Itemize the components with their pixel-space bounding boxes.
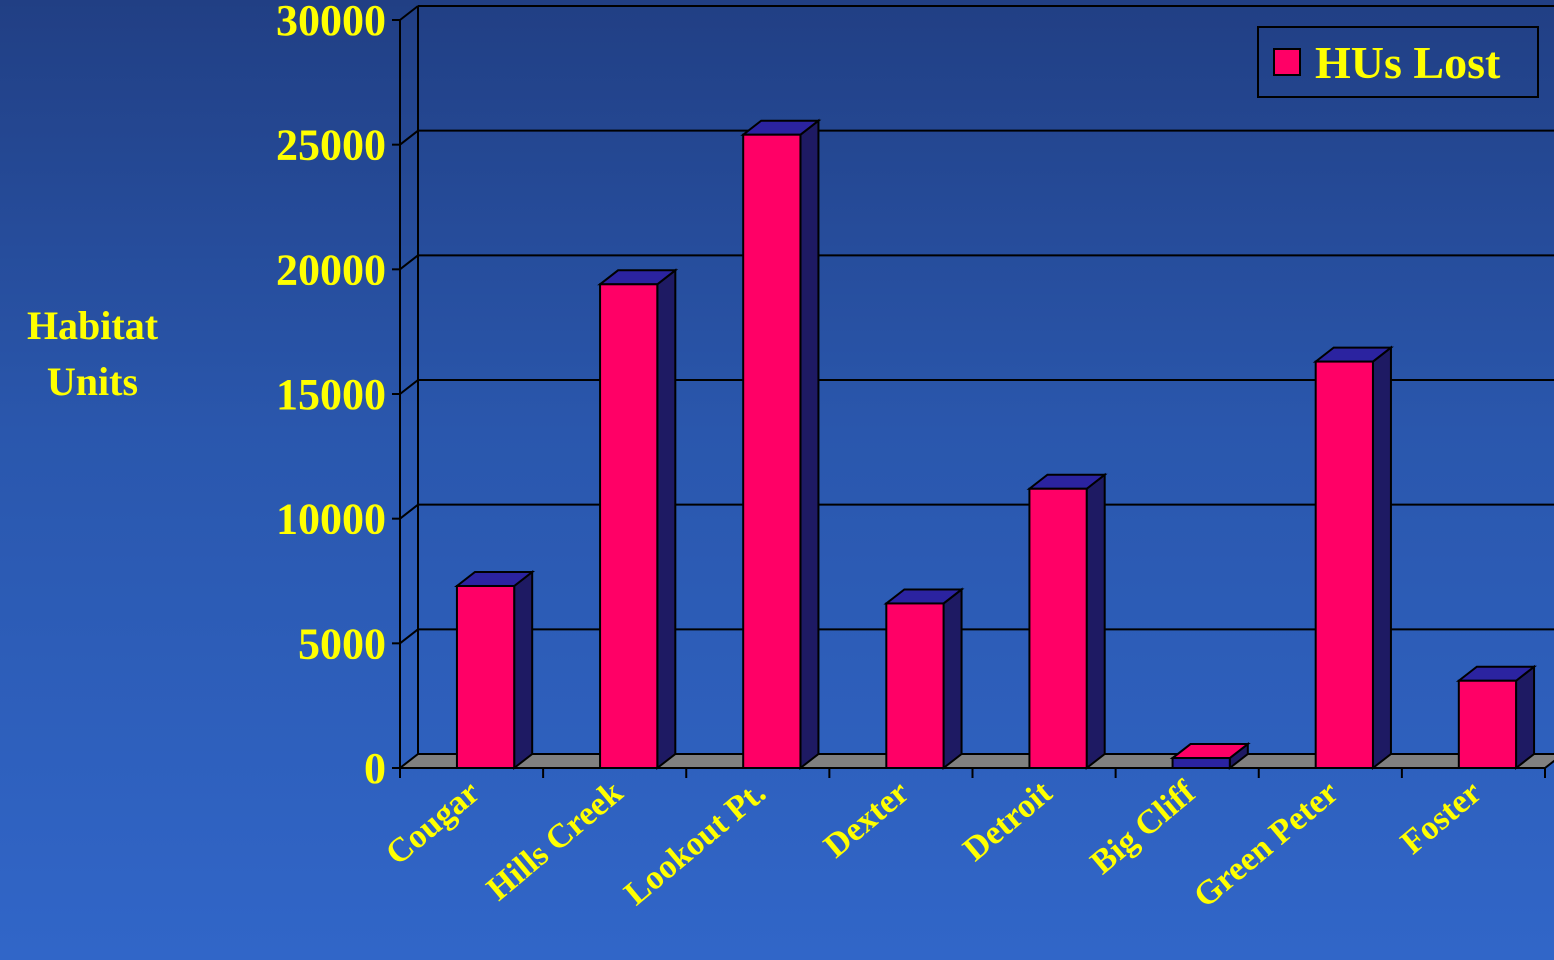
legend: HUs Lost bbox=[1257, 26, 1539, 98]
x-tick-label: Cougar bbox=[379, 774, 487, 873]
bar bbox=[885, 602, 945, 769]
gridline-wall-diagonal bbox=[399, 254, 419, 271]
y-tick-label: 10000 bbox=[276, 495, 386, 544]
y-tick-label: 15000 bbox=[276, 370, 386, 419]
y-axis-label: Habitat Units bbox=[26, 303, 159, 404]
bar bbox=[455, 584, 516, 770]
x-tick-label: Hills Creek bbox=[480, 774, 630, 908]
x-tick-label: Dexter bbox=[817, 774, 916, 865]
gridline-wall-diagonal bbox=[399, 628, 419, 645]
bar bbox=[1457, 679, 1518, 770]
y-tick-label: 5000 bbox=[298, 619, 386, 668]
bar-side bbox=[799, 118, 820, 771]
bar-side bbox=[942, 587, 963, 771]
gridline-wall-diagonal bbox=[399, 5, 419, 21]
x-tick-label: Lookout Pt. bbox=[617, 774, 772, 913]
gridline-wall-diagonal bbox=[399, 379, 419, 395]
x-tick-label: Big Cliff bbox=[1084, 773, 1203, 881]
y-tick-label: 20000 bbox=[276, 245, 386, 294]
bar bbox=[599, 283, 659, 769]
x-tick-label: Foster bbox=[1394, 774, 1489, 862]
gridline-wall-diagonal bbox=[399, 129, 419, 146]
bar bbox=[742, 133, 802, 769]
y-tick-label: 0 bbox=[364, 744, 386, 793]
bar-side bbox=[656, 268, 677, 771]
bar bbox=[1314, 360, 1374, 769]
bar-side bbox=[1515, 664, 1536, 771]
bar-side bbox=[1085, 472, 1106, 771]
gridline-wall-diagonal bbox=[399, 503, 419, 520]
bar-side bbox=[513, 569, 534, 771]
legend-swatch bbox=[1273, 48, 1301, 76]
x-tick-label: Green Peter bbox=[1187, 774, 1346, 915]
bar bbox=[1171, 757, 1231, 770]
y-tick-label: 25000 bbox=[276, 121, 386, 170]
bar bbox=[1028, 487, 1088, 769]
legend-label: HUs Lost bbox=[1315, 36, 1501, 88]
bar-side bbox=[1371, 345, 1392, 771]
x-tick-label: Detroit bbox=[956, 773, 1059, 868]
y-tick-label: 30000 bbox=[276, 0, 386, 45]
